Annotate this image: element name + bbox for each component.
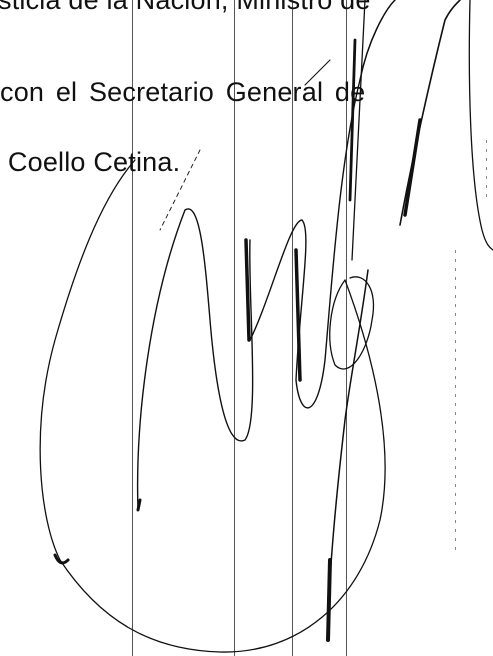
document-text-line-1: sticia de la Nación, Ministro de xyxy=(0,0,371,15)
document-text-line-2: con el Secretario General de xyxy=(0,77,366,107)
dashed-rule-1 xyxy=(455,250,456,550)
vertical-rule-3 xyxy=(292,0,293,656)
vertical-rule-2 xyxy=(234,0,235,656)
dashed-rule-2 xyxy=(486,140,487,200)
vertical-rule-1 xyxy=(132,0,133,656)
vertical-rule-4 xyxy=(346,0,347,656)
document-text-line-3: l Coello Cetina. xyxy=(0,147,181,177)
